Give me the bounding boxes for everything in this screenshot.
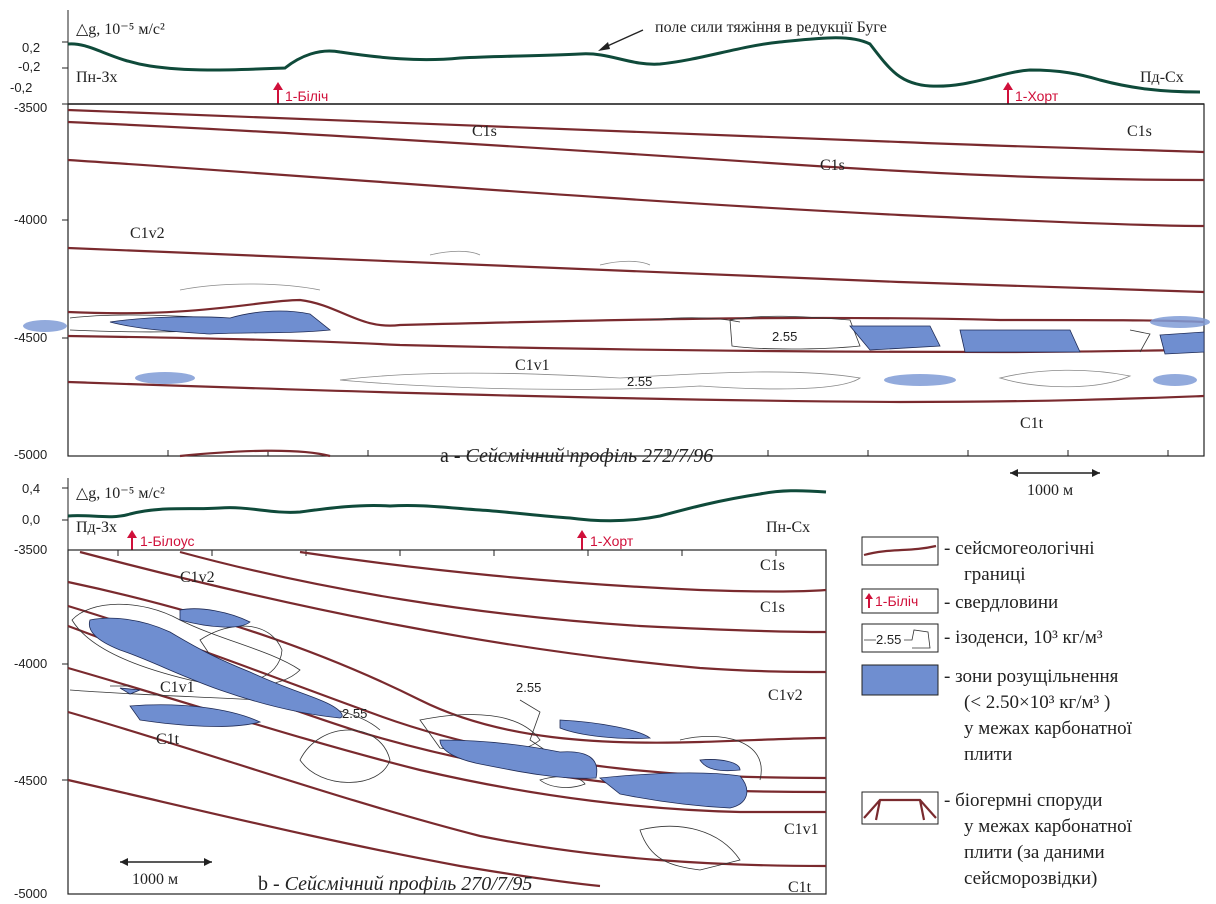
layer-label: C1s xyxy=(472,123,497,140)
depth-tick: -5000 xyxy=(14,886,47,901)
direction-right-b: Пн-Сх xyxy=(766,519,810,536)
isodensity-lines-a xyxy=(69,250,1151,390)
well-marker: 1-Хорт xyxy=(1003,82,1059,104)
svg-text:у межах карбонатної: у межах карбонатної xyxy=(964,718,1133,739)
svg-text:- ізоденси, 10³ кг/м³: - ізоденси, 10³ кг/м³ xyxy=(944,627,1103,648)
isodensity-label: 2.55 xyxy=(516,680,541,695)
layer-label: C1t xyxy=(156,731,180,748)
layer-label: C1s xyxy=(760,599,785,616)
gravity-axis-label-a: △g, 10⁻⁵ м/с² xyxy=(76,21,165,38)
isodensity-label: 2.55 xyxy=(772,329,797,344)
svg-text:- біогермні споруди: - біогермні споруди xyxy=(944,790,1102,811)
layer-label: C1v1 xyxy=(515,357,550,374)
section-frame-a xyxy=(67,103,1205,457)
panel-b-title: b - Сейсмічний профіль 270/7/95 xyxy=(258,873,532,895)
svg-text:сейсморозвідки): сейсморозвідки) xyxy=(964,868,1097,889)
well-marker: 1-Хорт xyxy=(577,530,634,550)
svg-text:(< 2.50×10³ кг/м³ ): (< 2.50×10³ кг/м³ ) xyxy=(964,692,1110,713)
depth-tick: -3500 xyxy=(14,542,47,557)
depth-tick: -4500 xyxy=(14,773,47,788)
svg-text:1000 м: 1000 м xyxy=(132,871,178,888)
svg-text:1-Хорт: 1-Хорт xyxy=(1015,88,1059,104)
gravity-curve-b xyxy=(67,489,827,523)
panel-a-title: a - Сейсмічний профіль 272/7/96 xyxy=(440,445,713,467)
svg-text:- зони розущільнення: - зони розущільнення xyxy=(944,666,1119,687)
decompaction-zones-a xyxy=(23,310,1210,386)
layer-label: C1v1 xyxy=(784,821,819,838)
gravity-caption: поле сили тяжіння в редукції Буге xyxy=(655,19,887,36)
caption-arrow xyxy=(602,29,644,49)
well-marker: 1-Білоус xyxy=(127,530,195,550)
panel-a: △g, 10⁻⁵ м/с² 0,2 -0,2 -0,2 поле сили тя… xyxy=(10,10,1210,499)
svg-text:плити (за даними: плити (за даними xyxy=(964,842,1105,863)
svg-text:1000 м: 1000 м xyxy=(1027,482,1073,499)
svg-text:у межах карбонатної: у межах карбонатної xyxy=(964,816,1133,837)
isodensity-label: 2.55 xyxy=(627,374,652,389)
scale-bar-a: 1000 м xyxy=(1010,469,1100,499)
layer-label: C1v2 xyxy=(768,687,803,704)
legend-item-bioherms: - біогермні споруди у межах карбонатної … xyxy=(861,790,1133,889)
seismic-boundaries-a xyxy=(67,108,1205,458)
gravity-tick: -0,2 xyxy=(10,80,32,95)
legend-item-wells: 1-Біліч - свердловини xyxy=(861,588,1058,614)
gravity-tick: 0,2 xyxy=(22,40,40,55)
scale-bar-b: 1000 м xyxy=(120,858,212,888)
svg-text:1-Біліч: 1-Біліч xyxy=(285,88,328,104)
depth-tick: -4000 xyxy=(14,212,47,227)
svg-text:1-Білоус: 1-Білоус xyxy=(140,533,195,549)
legend-item-isodensity: 2.55 - ізоденси, 10³ кг/м³ xyxy=(861,623,1103,653)
legend-item-boundaries: - сейсмогеологічні границі xyxy=(861,536,1095,585)
svg-text:1-Біліч: 1-Біліч xyxy=(875,593,918,609)
layer-label: C1s xyxy=(820,157,845,174)
gravity-curve-a xyxy=(67,36,1201,94)
gravity-tick: -0,2 xyxy=(18,59,40,74)
layer-label: C1v1 xyxy=(160,679,195,696)
section-frame-b xyxy=(67,549,827,895)
depth-tick: -4500 xyxy=(14,330,47,345)
gravity-tick: 0,4 xyxy=(22,481,40,496)
direction-right-a: Пд-Сх xyxy=(1140,69,1184,86)
layer-label: C1v2 xyxy=(130,225,165,242)
layer-label: C1s xyxy=(760,557,785,574)
svg-text:2.55: 2.55 xyxy=(876,632,901,647)
isodensity-label: 2.55 xyxy=(342,706,367,721)
layer-label: C1t xyxy=(788,879,812,896)
svg-text:- свердловини: - свердловини xyxy=(944,592,1058,613)
direction-left-a: Пн-Зх xyxy=(76,69,117,86)
svg-text:плити: плити xyxy=(964,744,1012,765)
direction-left-b: Пд-Зх xyxy=(76,519,117,536)
svg-text:1-Хорт: 1-Хорт xyxy=(590,533,634,549)
depth-tick: -3500 xyxy=(14,100,47,115)
layer-label: C1t xyxy=(1020,415,1044,432)
svg-text:- сейсмогеологічні: - сейсмогеологічні xyxy=(944,538,1095,559)
svg-text:границі: границі xyxy=(964,564,1026,585)
legend-item-decompaction: - зони розущільнення (< 2.50×10³ кг/м³ )… xyxy=(861,664,1133,765)
legend: - сейсмогеологічні границі 1-Біліч - све… xyxy=(861,536,1133,889)
depth-tick: -4000 xyxy=(14,656,47,671)
layer-label: C1v2 xyxy=(180,569,215,586)
panel-b: △g, 10⁻⁵ м/с² 0,4 0,0 Пд-Зх Пн-Сх 1-Біло… xyxy=(14,478,827,901)
layer-label: C1s xyxy=(1127,123,1152,140)
decompaction-zones-b xyxy=(88,608,748,809)
gravity-axis-label-b: △g, 10⁻⁵ м/с² xyxy=(76,485,165,502)
well-marker: 1-Біліч xyxy=(273,82,328,104)
gravity-tick: 0,0 xyxy=(22,512,40,527)
depth-tick: -5000 xyxy=(14,447,47,462)
